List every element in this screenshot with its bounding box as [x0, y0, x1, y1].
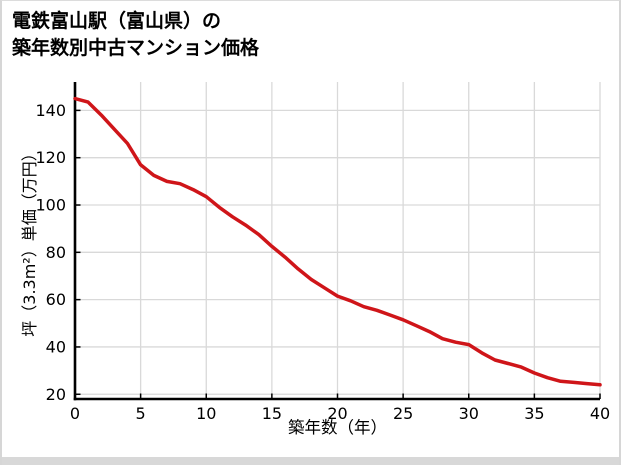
y-tick-label: 120 [35, 148, 66, 167]
y-tick-label: 40 [46, 337, 66, 356]
x-tick-label: 40 [590, 404, 610, 423]
y-tick-label: 140 [35, 101, 66, 120]
x-axis-label: 築年数（年） [288, 418, 387, 437]
x-tick-label: 25 [393, 404, 413, 423]
y-tick-label: 100 [35, 196, 66, 215]
price-series-line [73, 96, 602, 387]
x-tick-label: 15 [262, 404, 282, 423]
y-tick-label: 80 [46, 243, 66, 262]
y-tick-label: 20 [46, 385, 66, 404]
y-tick-label: 60 [46, 290, 66, 309]
x-tick-label: 0 [70, 404, 80, 423]
chart-title: 電鉄富山駅（富山県）の 築年数別中古マンション価格 [12, 8, 259, 62]
chart-title-line-1: 電鉄富山駅（富山県）の [12, 10, 222, 32]
y-axis-label: 坪（3.3m²）単価（万円） [20, 145, 39, 337]
chart-title-line-2: 築年数別中古マンション価格 [12, 37, 260, 59]
window-bottom-edge [2, 457, 619, 465]
price-line-chart: 0 5 10 15 20 25 30 35 40 20 40 60 80 100 120 140 [35, 82, 610, 423]
x-tick-label: 5 [136, 404, 146, 423]
x-tick-label: 35 [524, 404, 544, 423]
x-tick-label: 30 [459, 404, 479, 423]
x-tick-label: 20 [327, 404, 347, 423]
x-tick-label: 10 [196, 404, 216, 423]
